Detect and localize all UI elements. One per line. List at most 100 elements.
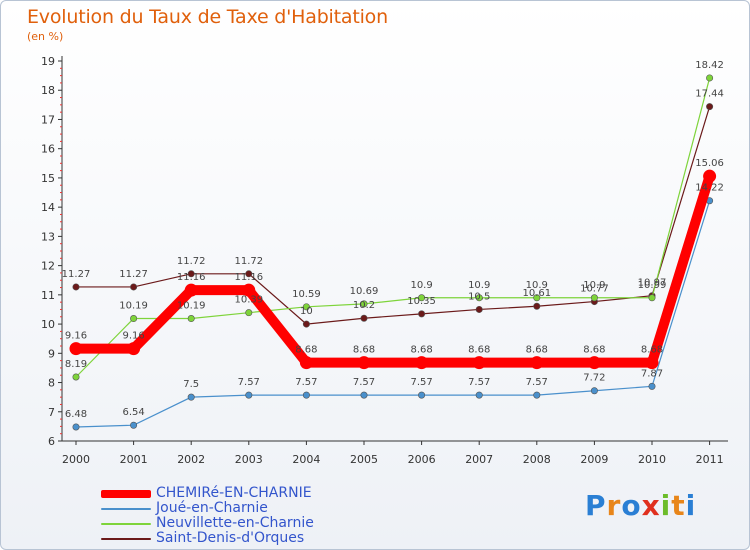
data-point-chemir-en-charnie [299,356,313,370]
data-point-saint-denis-d-orques [706,103,714,111]
data-point-jou-en-charnie [418,391,426,399]
series-layer [69,74,717,431]
proxiti-logo: Proxiti [585,489,696,522]
x-tick-label: 2003 [235,453,263,466]
data-label-chemir-en-charnie: 8.68 [468,345,490,356]
data-label-neuvillette-en-charnie: 10.9 [526,280,548,291]
legend-swatch-joue [101,508,151,510]
y-tick-label: 15 [41,172,55,185]
data-point-neuvillette-en-charnie [130,315,138,323]
data-point-saint-denis-d-orques [245,270,253,278]
data-label-saint-denis-d-orques: 10.61 [522,288,551,299]
y-tick-label: 10 [41,318,55,331]
data-label-saint-denis-d-orques: 10.35 [407,296,436,307]
data-label-jou-en-charnie: 7.87 [641,368,663,379]
data-point-saint-denis-d-orques [418,310,426,318]
x-tick-label: 2002 [177,453,205,466]
x-tick-label: 2010 [638,453,666,466]
data-point-neuvillette-en-charnie [72,373,80,381]
logo-letter: t [671,489,686,522]
data-point-neuvillette-en-charnie [590,294,598,302]
data-label-chemir-en-charnie: 8.68 [641,345,663,356]
data-label-saint-denis-d-orques: 10.5 [468,291,490,302]
data-point-saint-denis-d-orques [130,283,138,291]
y-tick-label: 19 [41,55,55,68]
data-label-saint-denis-d-orques: 11.72 [234,256,263,267]
legend-label-joue: Joué-en-Charnie [156,500,268,516]
data-label-jou-en-charnie: 7.57 [526,377,548,388]
logo-letter: P [585,489,607,522]
data-point-chemir-en-charnie [242,283,256,297]
data-point-jou-en-charnie [533,391,541,399]
data-label-neuvillette-en-charnie: 18.42 [695,60,724,71]
data-point-chemir-en-charnie [645,356,659,370]
legend-swatch-chemire [101,490,151,498]
data-label-jou-en-charnie: 7.57 [410,377,432,388]
data-label-chemir-en-charnie: 11.16 [177,272,206,283]
data-label-neuvillette-en-charnie: 10.69 [350,286,379,297]
data-point-saint-denis-d-orques [187,270,195,278]
data-point-chemir-en-charnie [703,169,717,183]
y-tick-label: 13 [41,230,55,243]
legend-swatch-neuvillette [101,523,151,525]
data-point-saint-denis-d-orques [533,302,541,310]
logo-letter: r [606,489,622,522]
data-label-chemir-en-charnie: 8.68 [583,345,605,356]
data-point-chemir-en-charnie [127,342,141,356]
data-point-chemir-en-charnie [184,283,198,297]
data-point-neuvillette-en-charnie [245,309,253,317]
data-point-jou-en-charnie [360,391,368,399]
data-label-saint-denis-d-orques: 11.27 [119,269,148,280]
data-point-chemir-en-charnie [587,356,601,370]
data-label-saint-denis-d-orques: 11.72 [177,256,206,267]
data-point-chemir-en-charnie [415,356,429,370]
data-label-chemir-en-charnie: 8.68 [295,345,317,356]
data-label-neuvillette-en-charnie: 10.19 [177,301,206,312]
data-label-saint-denis-d-orques: 10.77 [580,284,609,295]
logo-letter: o [621,489,642,522]
data-point-neuvillette-en-charnie [360,300,368,308]
data-point-neuvillette-en-charnie [533,294,541,302]
data-label-chemir-en-charnie: 9.16 [65,331,87,342]
data-label-saint-denis-d-orques: 10.97 [638,278,667,289]
data-point-neuvillette-en-charnie [648,294,656,302]
data-label-chemir-en-charnie: 8.68 [526,345,548,356]
data-label-jou-en-charnie: 7.57 [238,377,260,388]
data-point-chemir-en-charnie [69,342,83,356]
data-point-chemir-en-charnie [530,356,544,370]
x-tick-label: 2007 [465,453,493,466]
y-tick-label: 6 [48,435,55,448]
data-label-neuvillette-en-charnie: 10.9 [468,280,490,291]
data-label-neuvillette-en-charnie: 10.19 [119,301,148,312]
data-label-jou-en-charnie: 7.57 [468,377,490,388]
x-tick-label: 2006 [408,453,436,466]
data-label-jou-en-charnie: 6.54 [122,407,144,418]
data-point-saint-denis-d-orques [475,305,483,313]
data-point-saint-denis-d-orques [360,314,368,322]
data-point-saint-denis-d-orques [302,320,310,328]
data-label-jou-en-charnie: 6.48 [65,409,87,420]
data-point-chemir-en-charnie [472,356,486,370]
legend-swatch-saint-denis [101,538,151,540]
data-label-saint-denis-d-orques: 11.27 [62,269,91,280]
data-label-neuvillette-en-charnie: 10.39 [234,295,263,306]
x-tick-label: 2004 [292,453,320,466]
data-label-jou-en-charnie: 14.22 [695,183,724,194]
chart-title: Evolution du Taux de Taxe d'Habitation [27,6,388,28]
data-label-jou-en-charnie: 7.57 [353,377,375,388]
x-tick-label: 2005 [350,453,378,466]
data-label-neuvillette-en-charnie: 10.9 [410,280,432,291]
data-point-neuvillette-en-charnie [418,294,426,302]
series-line-neuvillette-en-charnie [75,77,711,378]
data-point-jou-en-charnie [648,382,656,390]
x-tick-label: 2011 [696,453,724,466]
logo-letter: i [660,489,672,522]
data-point-jou-en-charnie [245,391,253,399]
data-label-saint-denis-d-orques: 17.44 [695,89,724,100]
legend-label-neuvillette: Neuvillette-en-Charnie [156,515,314,531]
series-line-saint-denis-d-orques [76,106,711,325]
data-point-jou-en-charnie [475,391,483,399]
data-point-saint-denis-d-orques [72,283,80,291]
